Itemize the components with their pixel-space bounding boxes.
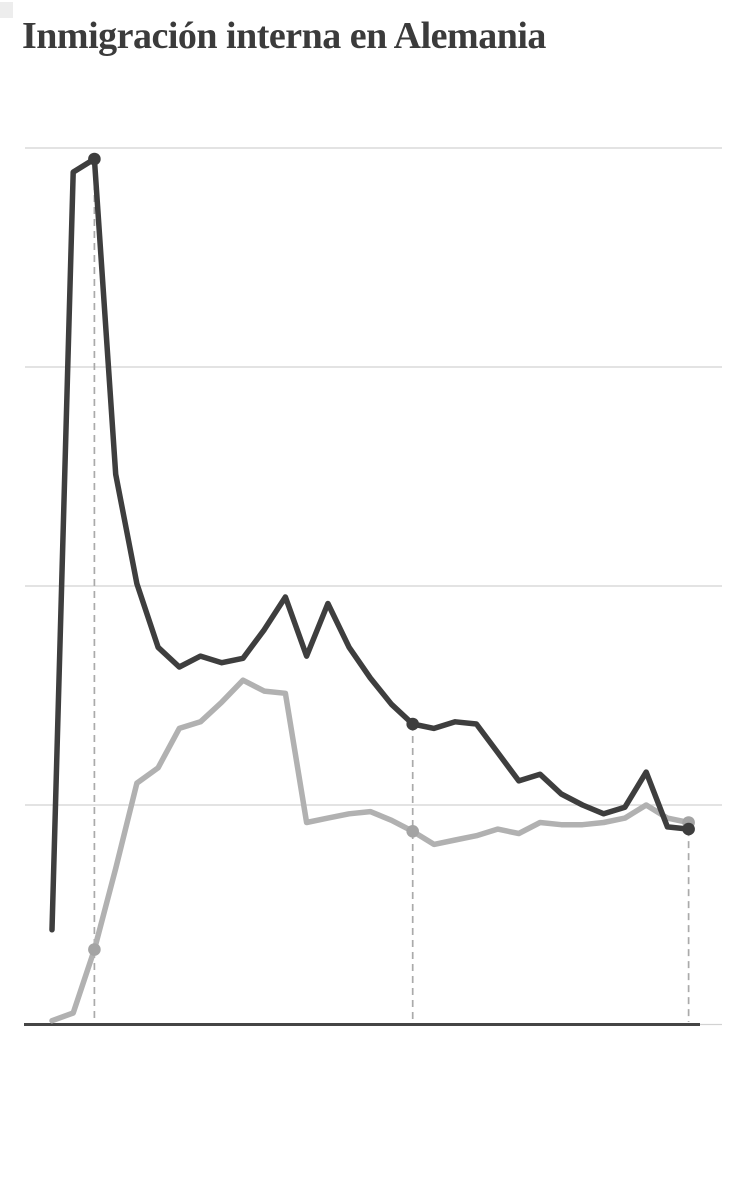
marker-dot-dark: [88, 152, 101, 166]
marker-dot-dark: [406, 717, 420, 731]
marker-dot-dark: [682, 822, 695, 836]
marker-dot-light: [406, 825, 420, 838]
cropped-ui-fragment: [0, 2, 13, 18]
series-line-light: [49, 677, 692, 1024]
series-line-dark: [49, 156, 692, 933]
marker-dot-light: [88, 943, 101, 956]
chart-title: Inmigración interna en Alemania: [22, 15, 546, 57]
